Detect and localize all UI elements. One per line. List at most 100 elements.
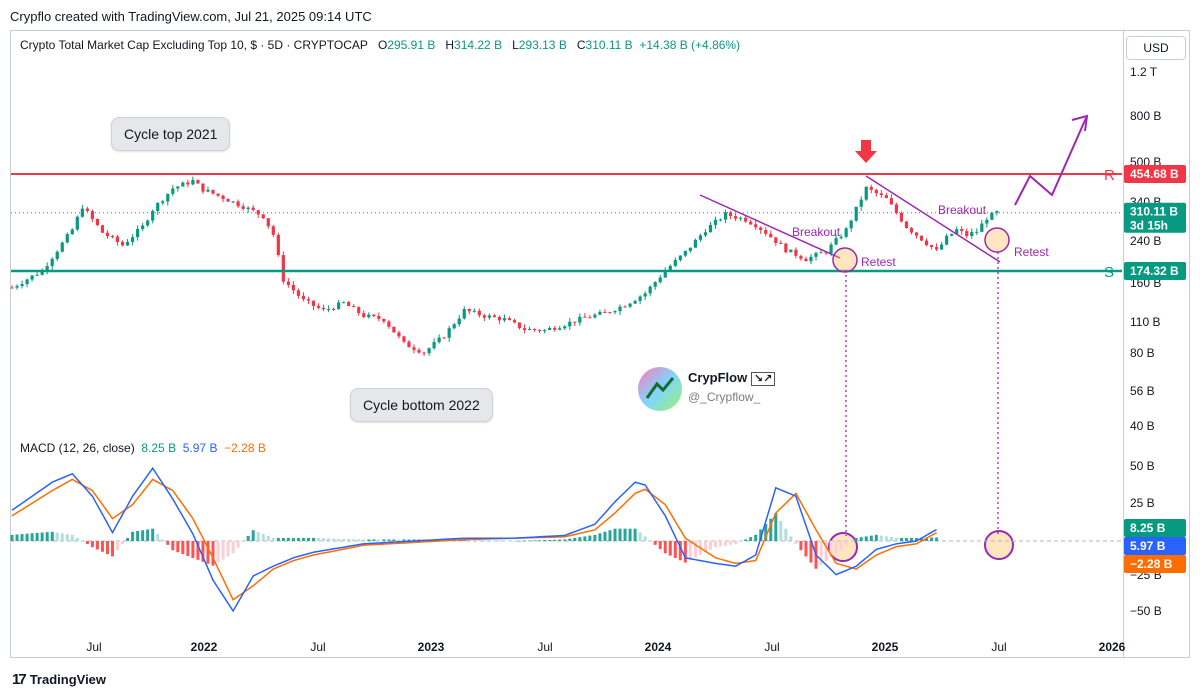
macd-histogram-bar xyxy=(402,539,406,541)
candle-body xyxy=(146,220,150,226)
macd-histogram-bar xyxy=(864,536,868,541)
macd-histogram-bar xyxy=(502,540,506,542)
macd-histogram-bar xyxy=(156,534,160,541)
macd-histogram-bar xyxy=(60,533,64,541)
candle-body xyxy=(392,326,396,333)
candle-body xyxy=(291,284,295,291)
macd-histogram-bar xyxy=(30,533,34,541)
macd-histogram-bar xyxy=(487,540,491,541)
candle-body xyxy=(316,305,321,308)
candle-body xyxy=(874,189,878,194)
macd-histogram-bar xyxy=(568,538,572,541)
watermark-name: CrypFlow ↘↗ xyxy=(688,370,776,386)
watermark-handle: @_Crypflow_ xyxy=(688,390,761,404)
candle-body xyxy=(342,302,346,304)
candle-body xyxy=(739,217,743,219)
macd-histogram-bar xyxy=(779,520,783,541)
last-price-tag: 3d 15h xyxy=(1130,219,1168,233)
candle-body xyxy=(713,219,718,225)
macd-histogram-bar xyxy=(196,541,200,560)
candle-body xyxy=(35,274,39,276)
macd-histogram-bar xyxy=(201,541,205,562)
candle-body xyxy=(487,315,491,318)
macd-histogram-bar xyxy=(935,537,939,541)
macd-histogram-bar xyxy=(583,536,587,541)
macd-legend: MACD (12, 26, close) 8.25 B 5.97 B −2.28… xyxy=(20,441,266,455)
macd-histogram-bar xyxy=(382,539,386,541)
candle-body xyxy=(929,245,934,248)
candle-body xyxy=(457,318,461,325)
candle-body xyxy=(502,318,507,321)
candle-body xyxy=(568,321,572,327)
candle-body xyxy=(759,227,763,230)
macd-tick: 50 B xyxy=(1130,459,1155,473)
candle-body xyxy=(784,243,788,253)
candle-body xyxy=(889,198,893,205)
candle-body xyxy=(321,307,326,310)
candle-body xyxy=(166,193,170,202)
candle-body xyxy=(417,349,421,353)
macd-histogram-bar xyxy=(65,534,69,541)
macd-legend-hist: −2.28 B xyxy=(224,441,266,455)
cycle-top-callout[interactable]: Cycle top 2021 xyxy=(111,117,231,151)
candle-body xyxy=(628,303,632,307)
macd-histogram-bar xyxy=(769,518,773,541)
macd-histogram-bar xyxy=(794,541,798,545)
macd-histogram-bar xyxy=(593,534,597,541)
candle-body xyxy=(623,306,627,308)
macd-params[interactable]: MACD (12, 26, close) xyxy=(20,441,135,455)
macd-histogram-bar xyxy=(638,532,642,541)
candle-body xyxy=(236,201,240,207)
macd-histogram-bar xyxy=(261,534,265,541)
macd-histogram-bar xyxy=(558,539,562,541)
candle-body xyxy=(718,219,723,221)
candle-body xyxy=(578,316,582,323)
macd-histogram-bar xyxy=(362,539,366,541)
macd-histogram-bar xyxy=(884,536,888,541)
retest-label-1: Retest xyxy=(861,255,896,269)
candle-body xyxy=(754,224,758,228)
candle-body xyxy=(548,327,552,330)
footer-brand[interactable]: 17 TradingView xyxy=(12,671,106,688)
macd-histogram-bar xyxy=(226,541,230,557)
candle-body xyxy=(332,308,336,310)
macd-histogram-bar xyxy=(206,541,210,564)
candle-body xyxy=(603,311,607,313)
candle-body xyxy=(131,237,135,242)
macd-histogram-bar xyxy=(869,535,873,541)
candle-body xyxy=(80,208,84,217)
candle-body xyxy=(95,218,100,226)
time-tick: 2025 xyxy=(872,640,899,654)
candle-body xyxy=(301,295,306,300)
candle-body xyxy=(326,308,331,310)
currency-selector[interactable]: USD xyxy=(1126,36,1186,60)
macd-histogram-bar xyxy=(477,539,481,541)
macd-histogram-bar xyxy=(563,539,567,541)
candle-body xyxy=(261,214,265,219)
candle-body xyxy=(980,223,984,232)
candle-body xyxy=(251,207,255,211)
candle-body xyxy=(708,224,713,233)
crypflow-avatar xyxy=(638,367,682,411)
macd-histogram-bar xyxy=(663,541,667,554)
candle-body xyxy=(286,281,290,285)
candle-body xyxy=(402,336,406,342)
candle-body xyxy=(849,220,853,229)
candle-body xyxy=(256,210,260,215)
macd-histogram-bar xyxy=(533,540,537,541)
cycle-bottom-callout[interactable]: Cycle bottom 2022 xyxy=(350,388,493,422)
candle-body xyxy=(357,307,361,314)
price-scale[interactable] xyxy=(1124,30,1190,658)
candle-body xyxy=(744,217,748,222)
symbol-title[interactable]: Crypto Total Market Cap Excluding Top 10… xyxy=(20,38,368,52)
candle-body xyxy=(226,198,230,202)
candle-body xyxy=(618,306,622,312)
macd-histogram-bar xyxy=(874,534,878,541)
candle-body xyxy=(75,216,79,230)
candle-body xyxy=(45,266,49,271)
candle-body xyxy=(156,203,160,211)
macd-histogram-bar xyxy=(286,537,290,541)
macd-histogram-bar xyxy=(342,538,346,541)
candle-body xyxy=(522,328,527,331)
